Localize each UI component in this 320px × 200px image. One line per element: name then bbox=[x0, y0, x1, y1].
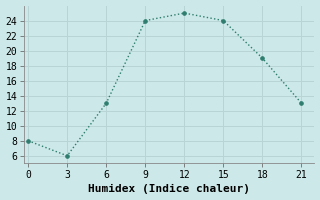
X-axis label: Humidex (Indice chaleur): Humidex (Indice chaleur) bbox=[88, 184, 250, 194]
